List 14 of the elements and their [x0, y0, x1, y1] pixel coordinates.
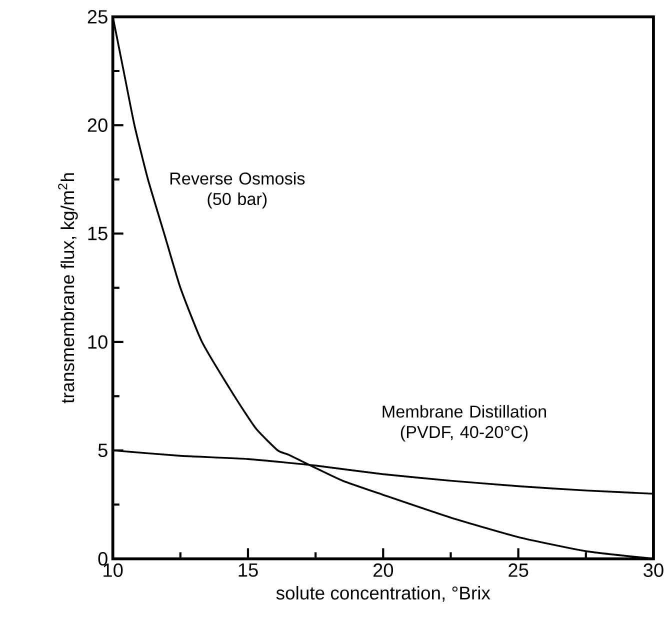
y-tick-label: 10 [88, 335, 108, 349]
x-tick-label: 25 [508, 563, 528, 578]
y-tick-label: 15 [88, 226, 108, 240]
x-tick-label: 30 [644, 563, 664, 578]
y-axis-title: transmembrane flux, kg/m$^{2}$h [58, 173, 78, 404]
series-label: Membrane Distillation (PVDF, 40-20°C) [382, 405, 546, 442]
y-tick-label: 25 [88, 10, 108, 24]
y-tick-label: 20 [88, 118, 108, 132]
y-tick-label: 5 [98, 444, 108, 458]
x-axis-title: solute concentration, °Brix [276, 586, 490, 602]
y-tick-label: 0 [98, 552, 108, 566]
x-tick-label: 20 [373, 563, 394, 578]
series-label: Reverse Osmosis (50 bar) [170, 172, 305, 209]
x-tick-label: 15 [238, 564, 258, 577]
